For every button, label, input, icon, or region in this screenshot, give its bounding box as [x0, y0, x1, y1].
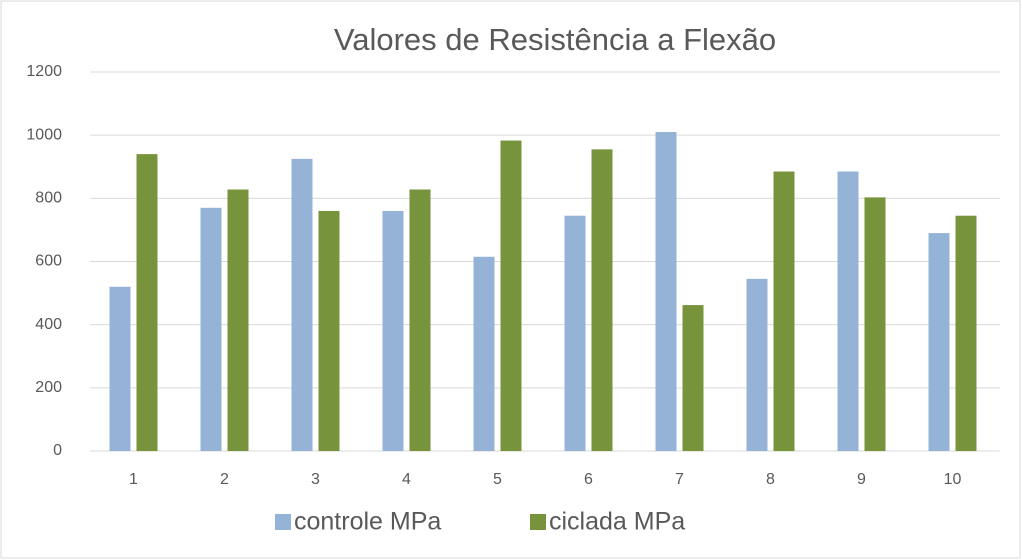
bar: [409, 189, 431, 452]
x-tick-label: 10: [944, 471, 962, 488]
y-tick-label: 1000: [26, 126, 62, 143]
x-tick-label: 1: [129, 471, 138, 488]
bar: [291, 158, 313, 451]
x-tick-label: 7: [675, 471, 684, 488]
y-tick-label: 200: [35, 379, 62, 396]
bar: [200, 207, 222, 451]
legend-label: ciclada MPa: [549, 508, 685, 536]
x-tick-label: 8: [766, 471, 775, 488]
bar: [955, 215, 977, 451]
bar: [864, 197, 886, 451]
x-tick-label: 3: [311, 471, 320, 488]
bar: [591, 149, 613, 452]
bar: [928, 233, 950, 451]
bar: [564, 215, 586, 451]
bar: [318, 210, 340, 451]
y-tick-label: 400: [35, 316, 62, 333]
x-tick-label: 5: [493, 471, 502, 488]
bar: [837, 171, 859, 452]
x-tick-label: 2: [220, 471, 229, 488]
bar: [746, 278, 768, 451]
bar: [382, 210, 404, 451]
bar: [136, 154, 158, 451]
x-tick-label: 4: [402, 471, 411, 488]
bar: [682, 305, 704, 451]
y-tick-label: 600: [35, 253, 62, 270]
bar: [500, 140, 522, 451]
bar: [473, 256, 495, 451]
y-tick-label: 1200: [26, 63, 62, 80]
legend-swatch: [530, 514, 546, 530]
bar: [773, 171, 795, 452]
bar: [655, 132, 677, 451]
x-tick-label: 9: [857, 471, 866, 488]
y-tick-label: 800: [35, 190, 62, 207]
y-tick-label: 0: [53, 442, 62, 459]
bar: [227, 189, 249, 452]
legend-swatch: [275, 514, 291, 530]
x-tick-label: 6: [584, 471, 593, 488]
bar: [109, 286, 131, 451]
chart-title: Valores de Resistência a Flexão: [334, 22, 776, 57]
legend-label: controle MPa: [294, 508, 441, 536]
